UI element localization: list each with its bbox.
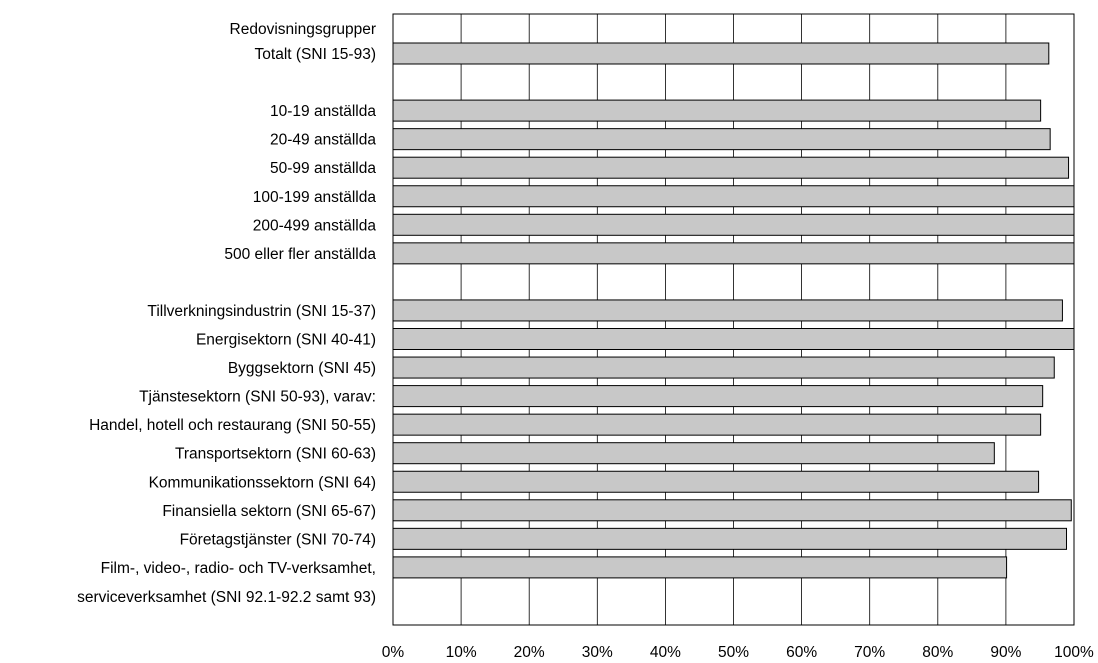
- x-tick-label: 100%: [1054, 644, 1094, 661]
- bar: [392, 527, 1068, 550]
- x-tick-label: 50%: [718, 644, 749, 661]
- bar: [392, 356, 1055, 379]
- category-label: 200-499 anställda: [253, 217, 377, 234]
- category-label: Energisektorn (SNI 40-41): [196, 332, 376, 349]
- category-label: 10-19 anställda: [270, 103, 376, 120]
- x-tick-label: 0%: [382, 644, 405, 661]
- bar: [392, 328, 1075, 350]
- category-label: Handel, hotell och restaurang (SNI 50-55…: [89, 417, 376, 434]
- category-label: Film-, video-, radio- och TV-verksamhet,: [101, 560, 376, 577]
- bar: [392, 242, 1075, 265]
- bar: [392, 213, 1075, 236]
- category-label: Tillverkningsindustrin (SNI 15-37): [147, 303, 376, 320]
- x-tick-label: 70%: [854, 644, 885, 661]
- bar: [392, 42, 1050, 65]
- bar: [392, 299, 1063, 322]
- category-label: Finansiella sektorn (SNI 65-67): [162, 503, 376, 520]
- category-label: 100-199 anställda: [253, 189, 377, 206]
- category-label: 20-49 anställda: [270, 132, 376, 149]
- category-label: Totalt (SNI 15-93): [255, 46, 376, 63]
- header-label: Redovisningsgrupper: [230, 21, 376, 38]
- category-label: Kommunikationssektorn (SNI 64): [149, 474, 376, 491]
- bar: [392, 99, 1042, 122]
- bar: [392, 413, 1042, 436]
- category-label: 50-99 anställda: [270, 160, 376, 177]
- category-labels: Totalt (SNI 15-93) 10-19 anställda 20-49 a…: [77, 46, 376, 606]
- category-label: Transportsektorn (SNI 60-63): [175, 446, 376, 463]
- bar: [392, 156, 1070, 179]
- x-tick-label: 80%: [922, 644, 953, 661]
- bar: [392, 385, 1044, 408]
- x-tick-label: 20%: [514, 644, 545, 661]
- category-label: serviceverksamhet (SNI 92.1-92.2 samt 93…: [77, 589, 376, 606]
- bar: [392, 128, 1051, 151]
- x-tick-label: 40%: [650, 644, 681, 661]
- category-label: Företagstjänster (SNI 70-74): [180, 531, 376, 548]
- x-tick-label: 90%: [990, 644, 1021, 661]
- bar: [392, 185, 1075, 208]
- x-tick-labels: 0% 10% 20% 30% 40% 50% 60% 70% 80% 90% 100%: [382, 644, 1094, 661]
- plot-frame: [392, 13, 1075, 626]
- x-tick-label: 30%: [582, 644, 613, 661]
- category-label: Tjänstesektorn (SNI 50-93), varav:: [139, 389, 376, 406]
- bar: [392, 556, 1008, 579]
- x-tick-label: 10%: [446, 644, 477, 661]
- bar: [392, 442, 995, 465]
- category-label: 500 eller fler anställda: [224, 246, 376, 263]
- x-tick-label: 60%: [786, 644, 817, 661]
- category-label: Byggsektorn (SNI 45): [228, 360, 376, 377]
- bar: [392, 499, 1072, 522]
- bar: [392, 470, 1040, 493]
